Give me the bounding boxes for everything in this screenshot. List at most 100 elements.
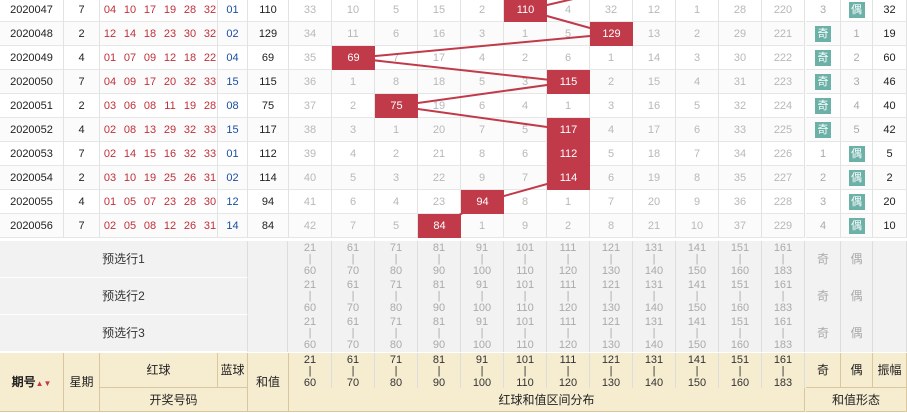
zone-range-low: 111 [559,242,577,254]
zone-miss-count: 225 [762,118,805,142]
issue-number: 2020050 [0,70,64,94]
zone-miss-count: 11 [332,22,375,46]
zone-miss-count: 15 [633,70,676,94]
sum-value: 129 [248,22,289,46]
zone-range-sep: | [609,365,613,377]
even-cell: 3 [841,70,873,94]
zone-range-high: 160 [730,377,750,389]
zone-range-low: 91 [475,279,489,291]
sum-value: 114 [248,166,289,190]
zone-range: 151 | 160 [719,241,762,278]
zone-range-low: 21 [303,279,317,291]
red-ball-number: 26 [183,172,197,184]
zone-miss-count: 1 [676,0,719,22]
zone-range-sep: | [308,327,312,339]
sum-value: 117 [248,118,289,142]
red-ball-number: 30 [183,28,197,40]
red-ball-number: 28 [183,4,197,16]
zone-miss-count: 17 [418,46,461,70]
zone-range-low: 71 [389,242,403,254]
zone-range-low: 71 [389,279,403,291]
preselect-even[interactable]: 偶 [841,241,873,278]
red-ball-number: 15 [143,148,157,160]
issue-header[interactable]: 期号▲▼ [0,353,64,412]
zone-range-high: 183 [773,339,793,351]
zone-range-high: 130 [601,377,621,389]
zone-range-sep: | [695,365,699,377]
issue-number: 2020055 [0,190,64,214]
blue-ball-number: 12 [218,190,248,214]
zone-range-high: 100 [472,302,492,314]
preselect-row[interactable]: 预选行2 21 | 60 61 | 70 71 | 80 81 | 90 91 | 100 101 | 110 111… [0,278,907,315]
even-badge: 偶 [848,194,865,210]
zone-range-high: 70 [346,265,360,277]
zone-miss-count: 1 [547,94,590,118]
even-cell: 偶 [841,166,873,190]
preselect-row[interactable]: 预选行3 21 | 60 61 | 70 71 | 80 81 | 90 91 | 100 101 | 110 111… [0,315,907,352]
preselect-odd[interactable]: 奇 [806,315,841,352]
zone-range-sep: | [437,253,441,265]
zone-range: 71 | 80 [375,353,418,389]
weekday: 2 [64,94,100,118]
zone-range-high: 120 [558,339,578,351]
zone-miss-count: 4 [590,118,633,142]
zone-range-high: 80 [389,377,403,389]
red-ball-number: 32 [183,148,197,160]
even-cell: 偶 [841,190,873,214]
zone-range-high: 60 [303,265,317,277]
even-badge: 偶 [848,170,865,186]
zone-range-low: 101 [515,242,535,254]
zone-miss-count: 23 [418,190,461,214]
zone-range-high: 70 [346,302,360,314]
zone-miss-count: 21 [418,142,461,166]
zone-miss-count: 18 [633,142,676,166]
blue-ball-number: 14 [218,214,248,238]
blue-ball-number: 01 [218,0,248,22]
red-balls: 02 05 08 12 26 31 [100,214,218,238]
even-header: 偶 [841,353,873,388]
preselect-odd[interactable]: 奇 [806,278,841,315]
red-ball-number: 18 [183,52,197,64]
table-row: 2020048 2 12 14 18 23 30 32 02 129 34 11 6 16 3 1 5 13 2 29… [0,22,907,46]
preselect-odd[interactable]: 奇 [806,241,841,278]
issue-number: 2020054 [0,166,64,190]
zone-range-sep: | [480,365,484,377]
zone-range: 131 | 140 [633,241,676,278]
preselect-row[interactable]: 预选行1 21 | 60 61 | 70 71 | 80 81 | 90 91 | 100 101 | 110 111… [0,241,907,278]
red-ball-number: 08 [143,100,157,112]
zone-range-sep: | [652,365,656,377]
zone-range-sep: | [308,253,312,265]
draw-numbers-header: 开奖号码 [100,388,248,412]
table-row: 2020055 4 01 05 07 23 28 30 12 94 41 6 4 23 8 1 7 20 9 36 22… [0,190,907,214]
zone-range: 161 | 183 [762,353,805,389]
zone-range-low: 91 [475,242,489,254]
zone-miss-count: 38 [289,118,332,142]
zone-miss-count: 17 [633,118,676,142]
zone-miss-count: 4 [547,0,590,22]
red-balls: 03 10 19 25 26 31 [100,166,218,190]
zone-range-sep: | [523,327,527,339]
zone-range: 161 | 183 [762,278,805,315]
odd-badge: 奇 [815,122,831,138]
odd-cell: 4 [806,214,841,238]
red-ball-number: 09 [123,76,137,88]
zone-range-high: 90 [432,302,446,314]
red-ball-number: 31 [203,220,217,232]
sort-icon[interactable]: ▲▼ [35,379,52,388]
red-ball-number: 12 [163,52,177,64]
zone-miss-count: 9 [504,214,547,238]
zone-range: 61 | 70 [332,353,375,389]
zone-miss-count: 5 [461,70,504,94]
zone-range: 91 | 100 [461,241,504,278]
zone-range: 91 | 100 [461,315,504,352]
red-ball-number: 32 [203,4,217,16]
zone-range-high: 183 [773,265,793,277]
preselect-even[interactable]: 偶 [841,315,873,352]
sum-value: 94 [248,190,289,214]
zone-range: 101 | 110 [504,241,547,278]
preselect-even[interactable]: 偶 [841,278,873,315]
odd-cell: 奇 [806,46,841,70]
zone-miss-count: 4 [504,94,547,118]
zone-miss-count: 8 [676,166,719,190]
zone-range-high: 183 [773,377,793,389]
